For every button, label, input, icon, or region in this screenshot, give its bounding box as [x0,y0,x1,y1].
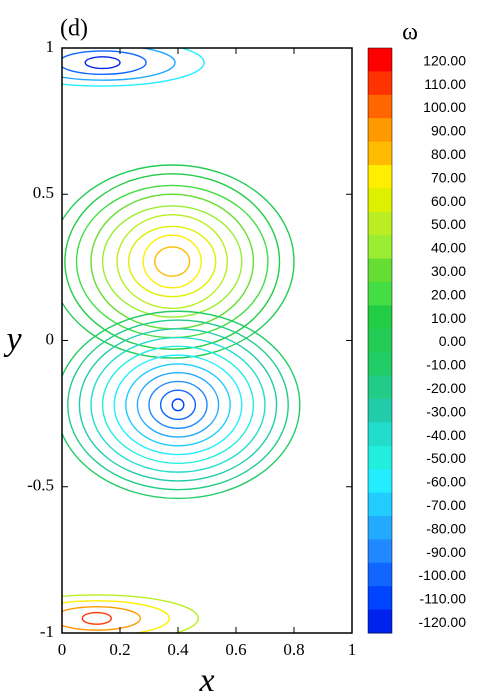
colorbar-label: -60.00 [426,474,466,490]
contour-line [101,345,255,465]
contour-line [62,310,301,500]
colorbar-band [368,141,392,166]
contour-line [62,48,176,81]
colorbar-band [368,399,392,423]
contour-line [64,173,281,350]
contour-line [84,56,121,70]
colorbar-label: 80.00 [431,146,466,162]
y-tick-label: -1 [40,622,54,641]
colorbar-band [368,469,392,494]
contour-line [62,50,147,76]
colorbar-label: 30.00 [431,263,466,279]
colorbar-label: 70.00 [431,169,466,185]
x-tick-label: 0.2 [109,640,130,659]
colorbar-band [368,586,392,611]
contour-line [81,611,113,625]
colorbar-label: -10.00 [426,357,466,373]
colorbar-band [368,562,392,587]
y-tick-label: -0.5 [27,476,54,495]
colorbar-label: 20.00 [431,286,466,302]
plot-area [62,48,301,633]
colorbar-band [368,422,392,447]
y-tick-label: 1 [46,37,55,56]
colorbar-label: -40.00 [426,427,466,443]
colorbar-band [368,71,392,96]
contour-line [154,246,191,277]
colorbar-label: 100.00 [423,99,466,115]
contour-line [90,336,266,473]
colorbar-title: ω [402,20,418,46]
contour-line [136,371,220,438]
colorbar-band [368,48,392,72]
colorbar-band [368,375,392,400]
contour-line [148,380,208,429]
y-axis-label: y [3,321,22,358]
contour-line [67,319,289,491]
x-tick-label: 0.4 [167,640,189,659]
colorbar-label: 50.00 [431,216,466,232]
colorbar-band [368,94,392,119]
colorbar-label: -120.00 [419,614,467,630]
contour-line [75,184,269,339]
colorbar-band [368,188,392,213]
x-tick-label: 1 [348,640,357,659]
colorbar-label: 90.00 [431,123,466,139]
y-tick-label: 0.5 [33,183,54,202]
colorbar-label: -20.00 [426,380,466,396]
colorbar-frame [367,47,393,634]
colorbar-band [368,352,392,377]
colorbar-label: 0.00 [439,333,466,349]
colorbar-label: -90.00 [426,544,466,560]
colorbar-band [368,539,392,564]
colorbar-band [368,492,392,517]
colorbar-label: 60.00 [431,193,466,209]
contour-line [116,214,228,310]
colorbar-band [368,211,392,236]
panel-label: (d) [60,16,88,42]
colorbar-label: 40.00 [431,240,466,256]
x-tick-label: 0 [58,640,67,659]
contour-line [101,205,243,318]
colorbar-band [368,118,392,143]
contour-line [62,600,170,633]
contour-line [171,398,185,412]
colorbar-band [368,165,392,189]
colorbar-band [368,258,392,283]
contour-line [125,363,231,447]
colorbar-band [368,445,392,470]
contour-line [62,605,141,631]
colorbar-label: -30.00 [426,403,466,419]
contour-line [62,594,199,633]
colorbar-band [368,305,392,330]
colorbar-band [368,516,392,540]
contour-line [78,328,278,482]
colorbar-band [368,609,392,634]
contour-line [62,48,205,87]
colorbar-label: -70.00 [426,497,466,513]
colorbar-label: -80.00 [426,520,466,536]
colorbar-band [368,328,392,353]
colorbar-label: -50.00 [426,450,466,466]
x-axis-label: x [198,662,214,698]
contour-line [62,164,295,359]
contour-line [127,225,217,298]
colorbar-label: -110.00 [420,591,467,607]
colorbar-label: 110.00 [424,76,466,92]
contour-line [142,234,202,289]
x-tick-label: 0.6 [225,640,246,659]
y-tick-label: 0 [46,329,55,348]
colorbar-band [368,235,392,260]
colorbar-label: -100.00 [419,567,467,583]
colorbar-band [368,282,392,306]
colorbar-label: 120.00 [423,52,466,68]
colorbar-label: 10.00 [431,310,466,326]
contour-line [113,354,243,456]
contour-line [159,389,197,421]
x-tick-label: 0.8 [283,640,304,659]
